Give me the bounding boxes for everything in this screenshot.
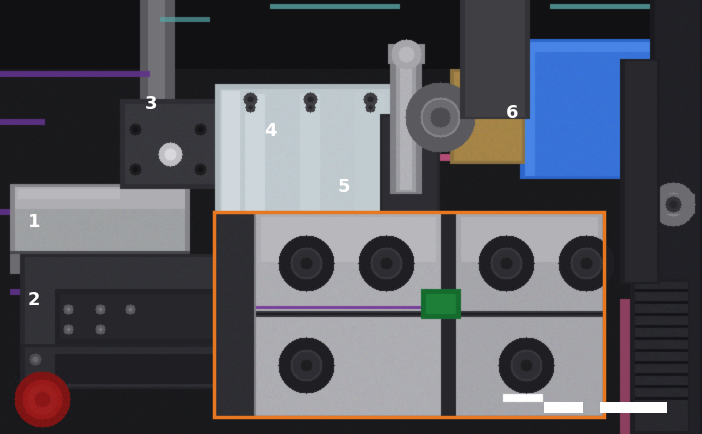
Bar (544, 402, 583, 413)
Text: 2: 2 (27, 290, 40, 309)
Bar (214, 213, 604, 417)
Bar (600, 402, 667, 413)
Text: 6: 6 (506, 104, 519, 122)
Text: 3: 3 (145, 95, 157, 113)
Text: 1: 1 (27, 212, 40, 230)
Text: 4: 4 (264, 121, 277, 139)
Text: 5: 5 (338, 178, 350, 196)
